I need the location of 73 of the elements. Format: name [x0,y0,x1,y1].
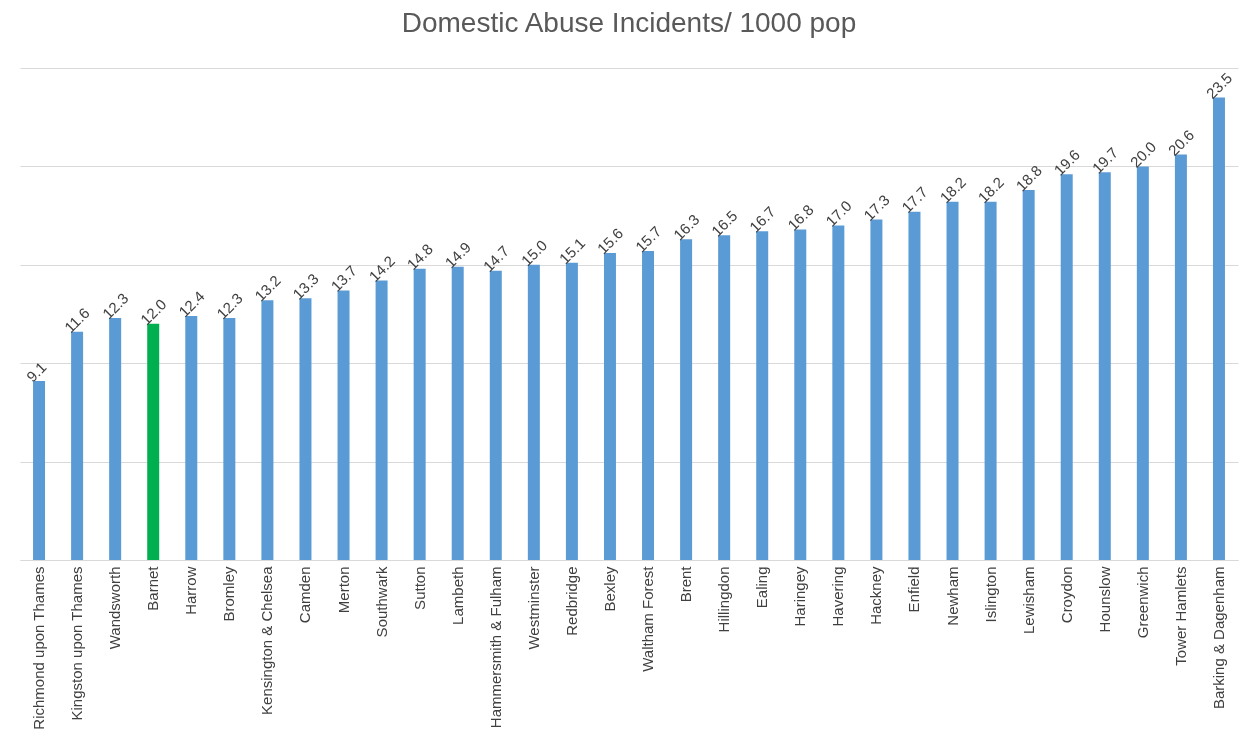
x-tick-label: Croydon [1057,566,1075,624]
bar [984,201,997,560]
x-tick-label: Haringey [791,566,809,627]
bar [603,252,616,560]
bar [109,317,122,560]
bar [185,315,198,560]
x-tick-label: Greenwich [1133,566,1151,639]
bar [680,239,693,560]
x-tick-label: Kingston upon Thames [68,566,86,721]
bar [375,280,388,560]
x-tick-label: Ealing [753,566,771,609]
bar [565,262,578,560]
x-tick-label: Lewisham [1019,566,1037,635]
x-tick-label: Bexley [600,566,618,612]
x-tick-label: Hounslow [1095,566,1113,633]
bar [946,201,959,560]
bar [451,266,464,560]
x-tick-label: Hammersmith & Fulham [486,566,504,729]
x-tick-label: Wandsworth [106,566,124,650]
data-label: 15.0 [517,236,551,270]
data-label: 11.6 [60,304,93,336]
bar [642,251,655,560]
bar [794,229,807,560]
bar [908,211,921,560]
bar [1098,172,1111,560]
x-tick-label: Islington [981,566,999,623]
bar [718,235,731,560]
x-tick-label: Sutton [410,566,428,610]
bar [1212,97,1225,560]
bar [870,219,883,560]
bar [147,323,160,560]
bar [413,268,426,560]
bar [527,264,540,560]
x-tick-label: Barnet [144,565,162,611]
x-tick-label: Bromley [220,566,238,622]
bar [1136,166,1149,560]
x-tick-label: Waltham Forest [639,565,657,672]
data-label: 14.9 [441,238,475,272]
bar [1022,190,1035,560]
x-tick-label: Brent [677,565,695,603]
x-tick-label: Havering [829,566,847,627]
bar [756,231,769,560]
x-tick-label: Tower Hamlets [1171,566,1189,666]
x-tick-label: Southwark [372,566,390,638]
x-tick-label: Barking & Dagenham [1209,566,1227,710]
x-tick-label: Lambeth [448,566,466,625]
x-tick-label: Westminster [524,566,542,650]
bar [299,298,312,560]
x-tick-label: Newham [943,566,961,626]
x-tick-label: Enfield [905,566,923,613]
x-tick-label: Richmond upon Thames [30,566,48,730]
data-label: 18.8 [1012,161,1046,195]
bar [489,270,502,560]
bar [223,317,236,560]
x-tick-label: Hillingdon [715,566,733,633]
bar [71,331,84,560]
bar [1174,154,1187,560]
data-label: 12.4 [175,287,208,321]
bar [337,290,350,560]
x-tick-label: Merton [334,566,352,614]
bar [33,380,46,560]
bar [1060,174,1073,560]
x-tick-label: Hackney [867,566,885,625]
data-label: 12.0 [136,295,170,329]
data-label: 9.1 [22,358,50,386]
bar [832,225,845,560]
chart-title: Domestic Abuse Incidents/ 1000 pop [401,7,857,38]
x-tick-label: Camden [296,566,314,624]
bar [261,300,274,560]
x-tick-label: Harrow [182,566,200,615]
data-label: 15.1 [555,234,589,268]
x-tick-label: Kensington & Chelsea [258,565,276,715]
x-tick-label: Redbridge [562,566,580,636]
